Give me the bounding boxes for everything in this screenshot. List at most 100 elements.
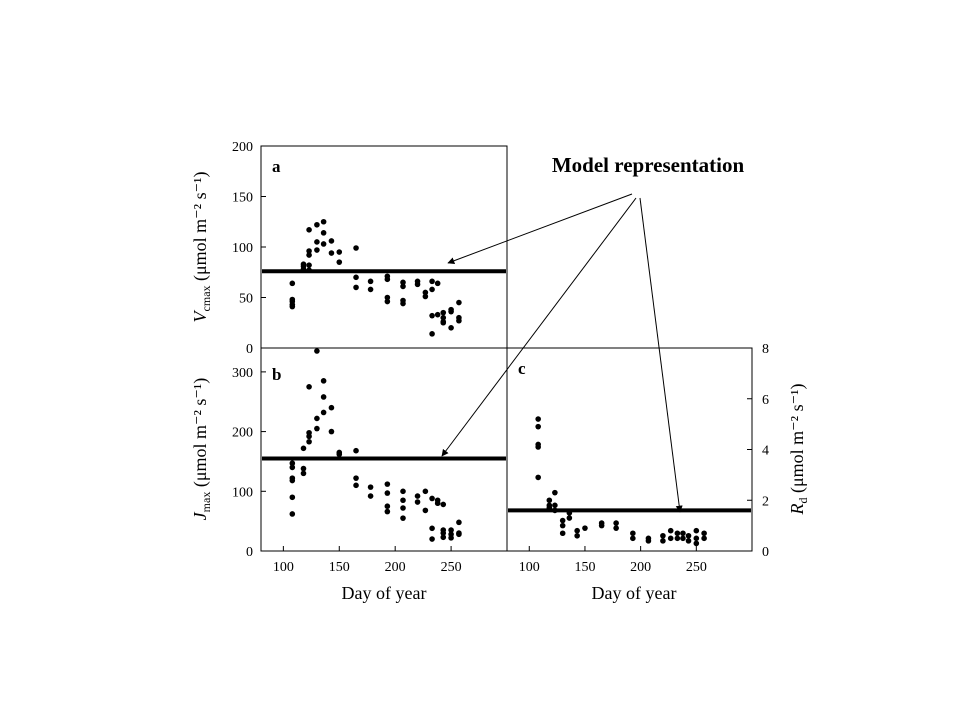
panel-c-data-point xyxy=(701,535,707,542)
panel-b-data-point xyxy=(367,484,374,490)
panel-a-data-point xyxy=(300,261,307,267)
panel-b-data-point xyxy=(440,501,447,508)
panel-a-data-point xyxy=(320,230,327,236)
panel-a-data-point xyxy=(314,221,320,228)
panel-c-data-point xyxy=(645,538,652,544)
panel-b-data-point xyxy=(440,534,447,541)
panel-a-data-point xyxy=(384,276,391,283)
panel-b-y-axis-var: J xyxy=(190,511,210,520)
panel-c-data-point xyxy=(552,502,558,509)
panel-a-data-point xyxy=(440,314,447,321)
panel-b-data-point xyxy=(456,531,462,538)
panel-a-y-tick-label: 150 xyxy=(232,191,253,206)
panel-b-data-point xyxy=(289,475,296,481)
panel-c-data-point xyxy=(559,522,566,529)
panel-b-data-point xyxy=(306,384,312,390)
panel-c-x-tick-label: 100 xyxy=(519,560,540,575)
panel-c-data-point xyxy=(693,540,700,547)
panel-c-letter: c xyxy=(518,359,526,378)
panel-c-data-point xyxy=(552,489,558,496)
panel-c-data-point xyxy=(667,535,674,542)
panel-b-x-axis-title: Day of year xyxy=(342,583,427,603)
annotation-label: Model representation xyxy=(552,153,745,177)
panel-c-data-point xyxy=(566,515,573,521)
panel-a-data-point xyxy=(456,299,462,306)
panel-a-data-point xyxy=(400,279,406,286)
panel-c-data-point xyxy=(535,474,541,481)
panel-b-data-point xyxy=(384,490,391,496)
panel-a-data-point xyxy=(306,227,312,233)
panel-b-data-point xyxy=(384,508,391,515)
panel-b-data-point xyxy=(314,415,320,422)
panel-c-data-point xyxy=(701,530,707,537)
panel-a-data-point xyxy=(306,248,312,254)
panel-b-data-point xyxy=(314,425,320,432)
panel-b-x-tick-label: 200 xyxy=(385,560,406,575)
panel-a-data-point xyxy=(336,249,343,255)
panel-c-y-axis-sub: d xyxy=(796,497,810,503)
panel-b-frame xyxy=(260,347,508,552)
panel-c-data-point xyxy=(680,535,686,542)
panel-b-data-point xyxy=(440,530,447,536)
panel-c-data-point xyxy=(693,535,700,542)
panel-a-data-point xyxy=(429,331,435,337)
annotation-arrow-a xyxy=(447,193,633,265)
panel-b-x-tick-label: 250 xyxy=(441,560,462,575)
panel-c-data-point xyxy=(693,527,700,534)
panel-b-data-point xyxy=(367,493,374,499)
panel-b-y-tick-label: 100 xyxy=(232,485,253,500)
panel-a-data-point xyxy=(429,312,435,319)
panel-a-data-point xyxy=(434,280,441,287)
panel-b-y-axis-unit: (μmol m⁻² s⁻¹) xyxy=(190,378,211,492)
panel-c-data-point xyxy=(660,538,666,544)
panel-a-y-axis-unit: (μmol m⁻² s⁻¹) xyxy=(190,172,211,286)
points-layer xyxy=(289,218,707,547)
panel-b-data-point xyxy=(429,536,435,542)
annotation-arrow-b xyxy=(441,197,637,457)
model-lines-layer xyxy=(262,269,751,513)
panel-b-data-point xyxy=(422,507,429,514)
panel-b-data-point xyxy=(384,481,391,487)
panel-b-y-axis-sub: max xyxy=(199,492,213,513)
panel-c-y-tick-label: 6 xyxy=(762,393,769,408)
panel-b-data-point xyxy=(414,499,421,505)
panel-c-data-point xyxy=(582,525,588,531)
panel-a-data-point xyxy=(328,250,335,256)
panel-a-data-point xyxy=(384,298,391,305)
panel-a-data-point xyxy=(314,239,320,245)
panel-b-data-point xyxy=(300,445,307,452)
panel-b-y-tick-label: 200 xyxy=(232,426,253,441)
panel-a-data-point xyxy=(456,317,462,324)
panel-c-data-point xyxy=(685,532,692,539)
panel-a-data-point xyxy=(434,311,441,318)
panel-c-x-tick-label: 250 xyxy=(686,560,707,575)
panel-b-data-point xyxy=(320,409,327,416)
panel-b-data-point xyxy=(414,493,421,499)
panel-a-data-point xyxy=(440,318,447,325)
panel-a-y-axis-var: V xyxy=(190,309,210,322)
panel-a-frame xyxy=(260,145,508,349)
panel-a-y-tick-label: 200 xyxy=(232,140,253,155)
panel-b-data-point xyxy=(448,527,454,533)
panel-c-y-tick-label: 0 xyxy=(762,545,769,560)
panel-a-data-point xyxy=(422,293,429,300)
panel-a-y-axis-sub: cmax xyxy=(199,285,213,311)
panel-b-data-point xyxy=(400,505,406,511)
panel-c-data-point xyxy=(535,423,541,430)
panel-b-data-point xyxy=(434,497,441,504)
panel-a-data-point xyxy=(400,283,406,290)
panel-c-data-point xyxy=(630,530,636,537)
panel-c-data-point xyxy=(598,522,605,529)
panel-c-data-point xyxy=(630,535,636,542)
panel-a-data-point xyxy=(422,289,429,296)
panel-b-data-point xyxy=(289,511,296,517)
panel-a-data-point xyxy=(336,259,343,265)
panel-a-data-point xyxy=(353,274,359,281)
panel-c-y-axis-var: R xyxy=(787,503,807,515)
panel-a-data-point xyxy=(414,278,421,285)
panel-b-y-tick-label: 300 xyxy=(232,366,253,381)
panel-b-data-point xyxy=(400,497,406,504)
panel-b-data-point xyxy=(306,438,312,445)
panel-b-x-tick-label: 150 xyxy=(329,560,350,575)
